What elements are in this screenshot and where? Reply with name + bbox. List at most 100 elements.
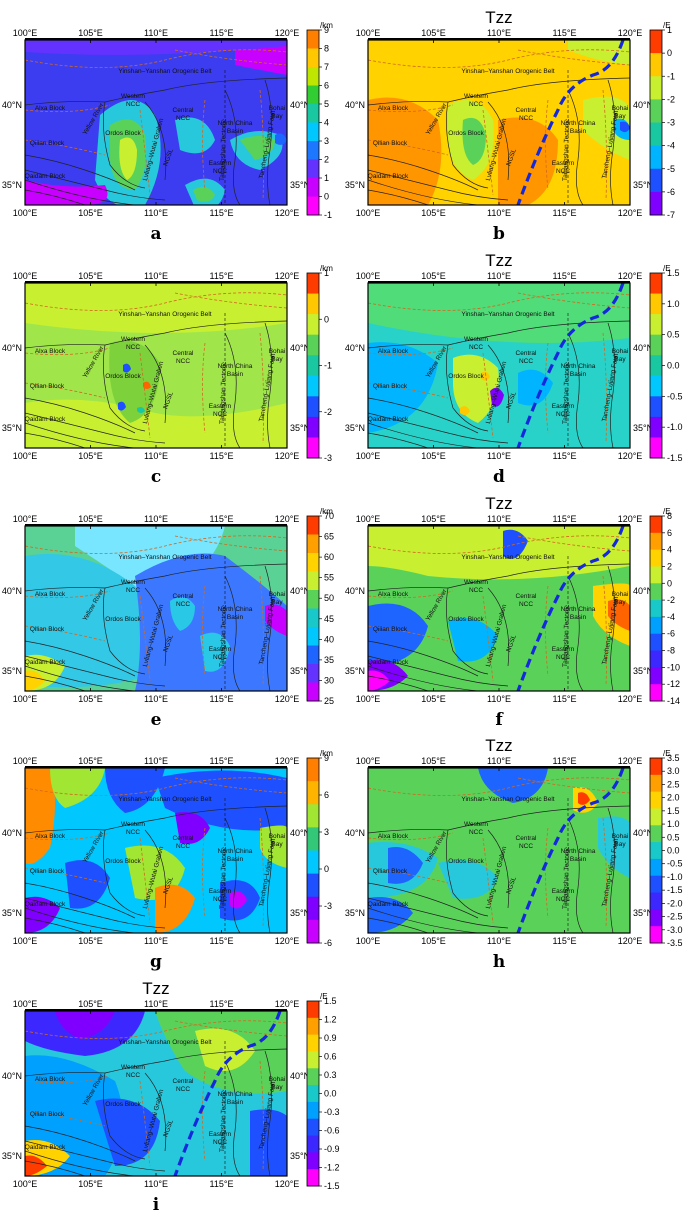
x-tick-label-top: 120°E (618, 28, 643, 38)
fault-line (25, 412, 166, 444)
fault-line (25, 179, 136, 205)
colorbar-segment (307, 178, 319, 197)
boundary-line (174, 1020, 287, 1037)
boundary-line (368, 867, 449, 884)
fault-line (25, 320, 287, 349)
colorbar: /E1 0 -1 -2 -3 -4 -5 -6 -7 (649, 21, 675, 220)
label-taihang: Taihangshan Tectonic (219, 846, 228, 909)
colorbar-label: 0.6 (324, 1052, 337, 1062)
colorbar-label: 0 (324, 314, 329, 324)
x-tick-label-top: 110°E (487, 28, 511, 38)
colorbar-segment (307, 553, 319, 572)
field-layer (25, 283, 287, 448)
boundary-line (602, 89, 607, 201)
field-anomaly (25, 896, 60, 933)
boundary-line (202, 99, 206, 191)
gravity-gradient-belt (516, 526, 625, 691)
boundary-line (259, 332, 264, 444)
colorbar-label: 1.0 (667, 819, 680, 829)
x-tick-label-bottom: 105°E (78, 208, 103, 218)
colorbar-segment (307, 67, 319, 86)
colorbar-label: 3.5 (667, 753, 680, 763)
label-qilian: Qilian Block (30, 140, 65, 147)
boundary-line (602, 332, 607, 444)
x-tick-label-top: 100°E (13, 999, 38, 1009)
label-basin: Basin (570, 371, 587, 378)
y-tick-label-right: 40°N (633, 100, 653, 110)
label-bay: Bay (614, 356, 626, 363)
map-title: Tzz (142, 979, 169, 998)
fault-line (368, 640, 479, 677)
x-tick-label-bottom: 110°E (144, 936, 168, 946)
x-tick-label-bottom: 100°E (13, 451, 38, 461)
map-frame-top (25, 281, 287, 283)
colorbar-label: -0.5 (667, 859, 683, 869)
colorbar-label: 1 (324, 173, 329, 183)
fault-line (224, 332, 241, 448)
label-western-ncc: NCC (469, 829, 483, 836)
label-ordos: Ordos Block (105, 130, 141, 137)
colorbar-frame (306, 515, 320, 702)
fault-line (567, 332, 584, 448)
panel-letter: d (493, 467, 505, 487)
colorbar-label: 1.5 (667, 268, 680, 278)
colorbar-segment (307, 850, 319, 875)
x-tick-label-bottom: 110°E (144, 694, 168, 704)
colorbar-segment (650, 396, 662, 418)
label-taihang: Taihangshan Tectonic (219, 604, 228, 667)
map-svg-g: Yinshan–Yanshan Orogenic Belt Alxa Block W… (2, 749, 333, 972)
fault-line (224, 575, 241, 691)
colorbar-segment (307, 273, 319, 295)
x-tick-label-bottom: 120°E (618, 208, 643, 218)
boundary-line (139, 837, 151, 924)
field-layer (368, 768, 630, 933)
label-central: Central (173, 350, 195, 357)
fault-line (144, 829, 167, 909)
gravity-gradient-belt (516, 283, 625, 448)
colorbar-label: 60 (324, 552, 334, 562)
fault-line (368, 320, 630, 349)
x-tick-label-bottom: 105°E (421, 694, 446, 704)
fault-line (445, 344, 489, 432)
field-anomaly (275, 133, 287, 145)
x-tick-label-bottom: 100°E (13, 936, 38, 946)
colorbar-segment (307, 590, 319, 609)
tectonic-lines (25, 292, 287, 448)
x-tick-label-top: 110°E (144, 271, 168, 281)
y-tick-label-right: 40°N (290, 100, 310, 110)
fault-line (25, 1140, 166, 1172)
x-tick-label-top: 120°E (618, 756, 643, 766)
boundary-line (25, 1020, 287, 1039)
boundary-line (139, 352, 151, 439)
colorbar: /km9 6 3 0 -3 -6 (306, 749, 333, 948)
y-tick-label-right: 35°N (633, 180, 653, 190)
colorbar-segment (650, 774, 662, 793)
y-tick-label-right: 40°N (290, 828, 310, 838)
colorbar-unit: /km (320, 21, 333, 30)
boundary-line (25, 625, 106, 642)
x-tick-label-bottom: 110°E (487, 936, 511, 946)
label-alxa: Alxa Block (378, 105, 409, 112)
label-ordos: Ordos Block (448, 130, 484, 137)
colorbar-label: 0.0 (667, 361, 680, 371)
field-anomaly (265, 604, 287, 636)
field-anomaly (368, 342, 438, 433)
field-anomaly (578, 792, 590, 805)
x-tick-label-bottom: 100°E (356, 694, 381, 704)
colorbar-label: -7 (667, 210, 675, 220)
colorbar-label: -0.6 (324, 1126, 340, 1136)
x-tick-label-bottom: 100°E (356, 451, 381, 461)
colorbar-segment (307, 645, 319, 665)
colorbar-label: -1.5 (324, 1181, 340, 1191)
x-tick-label-bottom: 105°E (78, 1179, 103, 1189)
fault-line (368, 907, 479, 933)
label-eastern: Eastern (209, 160, 232, 167)
fault-line (487, 587, 510, 667)
colorbar-label: 9 (324, 25, 329, 35)
fault-line (25, 1160, 86, 1176)
map-frame-top (25, 38, 287, 40)
label-eastern-ncc: NCC (556, 168, 570, 175)
label-yinshan: Yinshan–Yanshan Orogenic Belt (118, 796, 211, 803)
label-north-china: North China (218, 120, 253, 127)
label-ordos: Ordos Block (448, 373, 484, 380)
